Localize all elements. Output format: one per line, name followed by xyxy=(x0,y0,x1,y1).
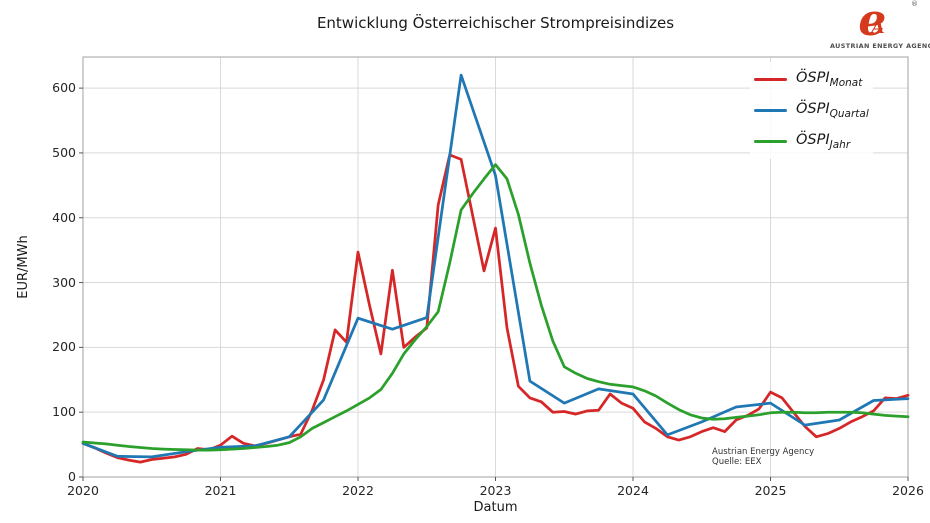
legend-swatch-monat xyxy=(754,77,787,82)
aea-logo-mark: eA ® xyxy=(830,0,928,43)
legend-swatch-jahr xyxy=(754,139,787,144)
aea-logo: eA ® AUSTRIAN ENERGY AGENCY xyxy=(830,0,930,50)
y-tick-label: 100 xyxy=(52,404,76,420)
y-tick-label: 300 xyxy=(52,274,76,290)
y-axis-label: EUR/MWh xyxy=(16,235,31,299)
x-tick-label: 2024 xyxy=(617,483,649,498)
series-line--spi-monat xyxy=(81,153,910,464)
source-note-quelle: Quelle: EEX xyxy=(712,457,762,467)
logo-caption: AUSTRIAN ENERGY AGENCY xyxy=(830,42,930,50)
source-note: Austrian Energy Agency Quelle: EEX xyxy=(712,447,814,467)
legend-label-sub: Quartal xyxy=(829,107,869,120)
logo-a-glyph: A xyxy=(871,18,885,38)
y-tick-label: 500 xyxy=(52,144,76,160)
legend-label-sub: Jahr xyxy=(829,138,851,151)
x-tick-label: 2023 xyxy=(479,483,512,498)
x-tick-label: 2025 xyxy=(754,483,787,498)
legend-swatch-quartal xyxy=(754,108,787,113)
x-axis-label: Datum xyxy=(473,500,518,515)
x-tick-label: 2022 xyxy=(342,483,374,498)
logo-e-glyph: e xyxy=(858,0,887,46)
legend-label-quartal: ÖSPIQuartal xyxy=(796,101,869,120)
y-tick-label: 600 xyxy=(52,80,76,96)
page-title: Entwicklung Österreichischer Strompreisi… xyxy=(316,14,675,32)
series-line--spi-jahr xyxy=(81,163,910,452)
series-line--spi-quartal xyxy=(81,73,910,459)
legend-label-main: ÖSPI xyxy=(796,101,830,118)
legend-label-main: ÖSPI xyxy=(796,70,830,87)
y-tick-label: 0 xyxy=(68,469,76,484)
legend-item-monat: ÖSPIMonat xyxy=(754,64,869,95)
legend-label-main: ÖSPI xyxy=(796,132,830,149)
x-tick-label: 2026 xyxy=(892,483,924,498)
legend-label-monat: ÖSPIMonat xyxy=(796,70,862,89)
x-tick-label: 2021 xyxy=(204,483,237,498)
legend-label-jahr: ÖSPIJahr xyxy=(796,132,850,151)
y-tick-label: 200 xyxy=(52,339,76,355)
x-tick-label: 2020 xyxy=(67,483,99,498)
legend-item-jahr: ÖSPIJahr xyxy=(754,126,869,157)
y-tick-label: 400 xyxy=(52,209,76,225)
legend-item-quartal: ÖSPIQuartal xyxy=(754,95,869,126)
logo-registered-icon: ® xyxy=(911,0,918,8)
source-note-agency: Austrian Energy Agency xyxy=(712,447,815,457)
legend: ÖSPIMonat ÖSPIQuartal ÖSPIJahr xyxy=(750,62,873,159)
legend-label-sub: Monat xyxy=(829,76,863,89)
